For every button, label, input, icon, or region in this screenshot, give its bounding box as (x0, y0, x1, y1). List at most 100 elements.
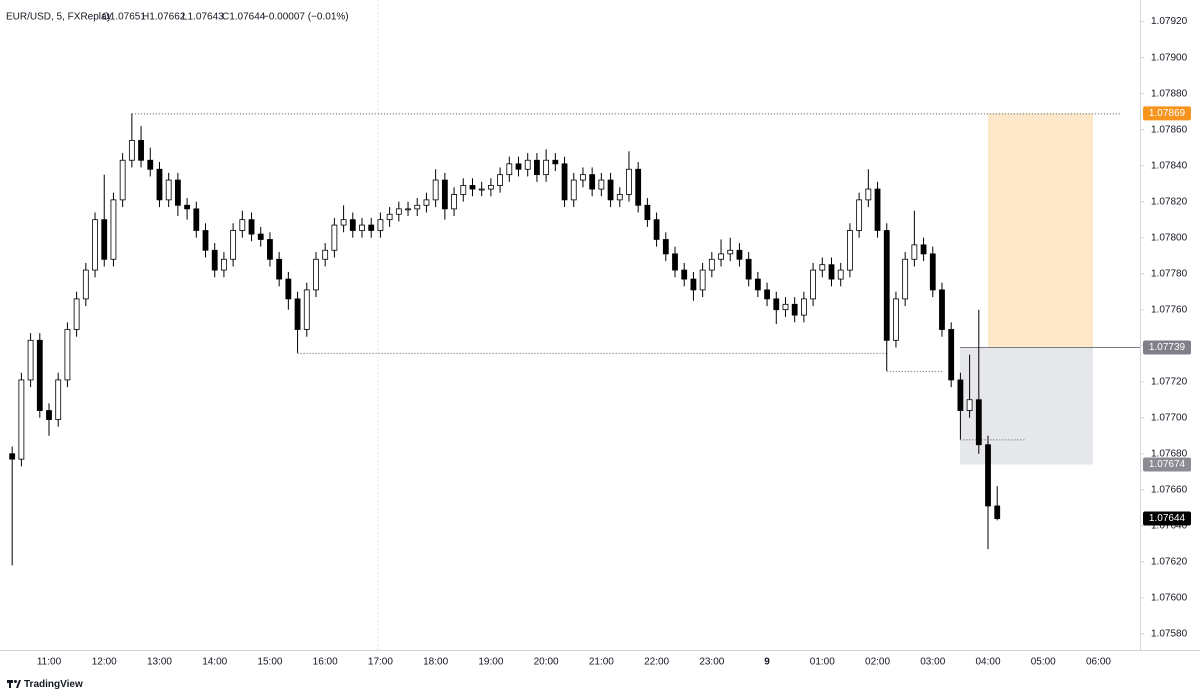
candle-body (598, 179, 605, 190)
price-axis: 1.07580 1.07600 1.07620 1.07640 1.07660 1.076… (1140, 16, 1188, 639)
y-tick-label: 1.07620 (1151, 556, 1188, 567)
x-tick-label: 15:00 (257, 657, 282, 668)
candle-body (349, 219, 356, 231)
candle-body (27, 339, 34, 381)
candle-body (745, 258, 752, 280)
y-tick-label: 1.07600 (1151, 592, 1188, 603)
y-tick-label: 1.07660 (1151, 484, 1188, 495)
candle-body (929, 253, 936, 291)
y-tick-label: 1.07880 (1151, 88, 1188, 99)
x-tick-label: 21:00 (589, 657, 614, 668)
candle-body (653, 219, 660, 240)
candle-body (368, 224, 375, 231)
candle-body (128, 140, 135, 161)
x-tick-label: 12:00 (92, 657, 117, 668)
candle-body (644, 204, 651, 221)
candle-body (754, 278, 761, 291)
candle-body (524, 159, 531, 170)
candle-body (506, 163, 513, 176)
candle-body (672, 253, 678, 271)
candle-body (920, 244, 927, 255)
candle-body (230, 230, 237, 260)
y-tick-label: 1.07900 (1151, 52, 1188, 63)
price-badge-label: 1.07674 (1149, 459, 1186, 470)
candle-body (975, 399, 982, 446)
candle-body (432, 179, 439, 201)
x-tick-label: 04:00 (975, 657, 1000, 668)
candle-body (331, 224, 338, 251)
candle-body (248, 219, 255, 235)
candle-body (883, 230, 890, 341)
ohlc-low: L1.07643 (182, 12, 224, 23)
y-tick-label: 1.07580 (1151, 628, 1188, 639)
candle-body (55, 379, 62, 420)
candle-body (874, 188, 881, 231)
x-tick-label: 18:00 (423, 657, 448, 668)
candle-body (718, 253, 724, 260)
candle-body (46, 410, 52, 420)
brand: TradingView (24, 679, 83, 690)
candle-body (966, 399, 973, 411)
candle-body (395, 208, 402, 215)
candle-body (810, 269, 816, 300)
price-badge-label: 1.07739 (1149, 342, 1186, 353)
x-tick-label: 02:00 (865, 657, 890, 668)
candle-body (469, 185, 476, 190)
candle-body (626, 168, 632, 195)
candle-body (828, 264, 835, 280)
candle-body (497, 174, 503, 186)
candle-body (552, 159, 559, 165)
candle-body (451, 194, 457, 210)
ohlc-change: −0.00007 (−0.01%) (263, 12, 349, 23)
candle-body (92, 219, 98, 271)
stop-zone (960, 347, 1093, 465)
candle-body (9, 453, 16, 460)
candle-body (607, 179, 614, 201)
candle-body (616, 194, 623, 201)
candle-body (184, 204, 190, 210)
candle-body (386, 213, 393, 221)
y-tick-label: 1.07860 (1151, 124, 1188, 135)
candle-body (893, 298, 899, 341)
candle-body (708, 258, 715, 271)
y-tick-label: 1.07780 (1151, 268, 1188, 279)
candle-body (865, 188, 872, 201)
candle-body (580, 174, 586, 181)
candle-body (405, 208, 411, 211)
candle-body (478, 188, 485, 191)
candle-body (101, 219, 108, 260)
candle-body (294, 298, 301, 330)
candle-body (36, 339, 43, 411)
candle-body (359, 224, 365, 231)
candle-body (911, 244, 918, 260)
candle-body (110, 199, 117, 260)
candle-body (423, 199, 430, 206)
ohlc-high: H1.07662 (142, 12, 186, 23)
candle-body (18, 379, 25, 460)
candle-body (414, 204, 421, 210)
candle-body (727, 249, 734, 255)
candle-body (957, 379, 964, 411)
x-tick-label: 20:00 (534, 657, 559, 668)
candle-body (985, 444, 991, 507)
ohlc-open: O1.07651 (102, 12, 146, 23)
candle-body (460, 185, 467, 195)
candle-body (174, 179, 181, 206)
x-tick-label: 03:00 (920, 657, 945, 668)
y-tick-label: 1.07680 (1151, 448, 1188, 459)
candle-body (939, 289, 945, 330)
x-tick-label: 13:00 (147, 657, 172, 668)
candle-body (211, 249, 218, 271)
candle-body (948, 329, 955, 381)
candle-body (221, 258, 227, 271)
candle-body (764, 289, 770, 300)
y-tick-label: 1.07760 (1151, 304, 1188, 315)
x-tick-label: 9 (764, 657, 770, 668)
candle-body (543, 159, 550, 176)
price-badge-label: 1.07869 (1149, 108, 1186, 119)
candle-body (782, 303, 789, 311)
candle-body (773, 298, 780, 311)
candle-body (570, 179, 577, 201)
candle-body (303, 289, 310, 330)
